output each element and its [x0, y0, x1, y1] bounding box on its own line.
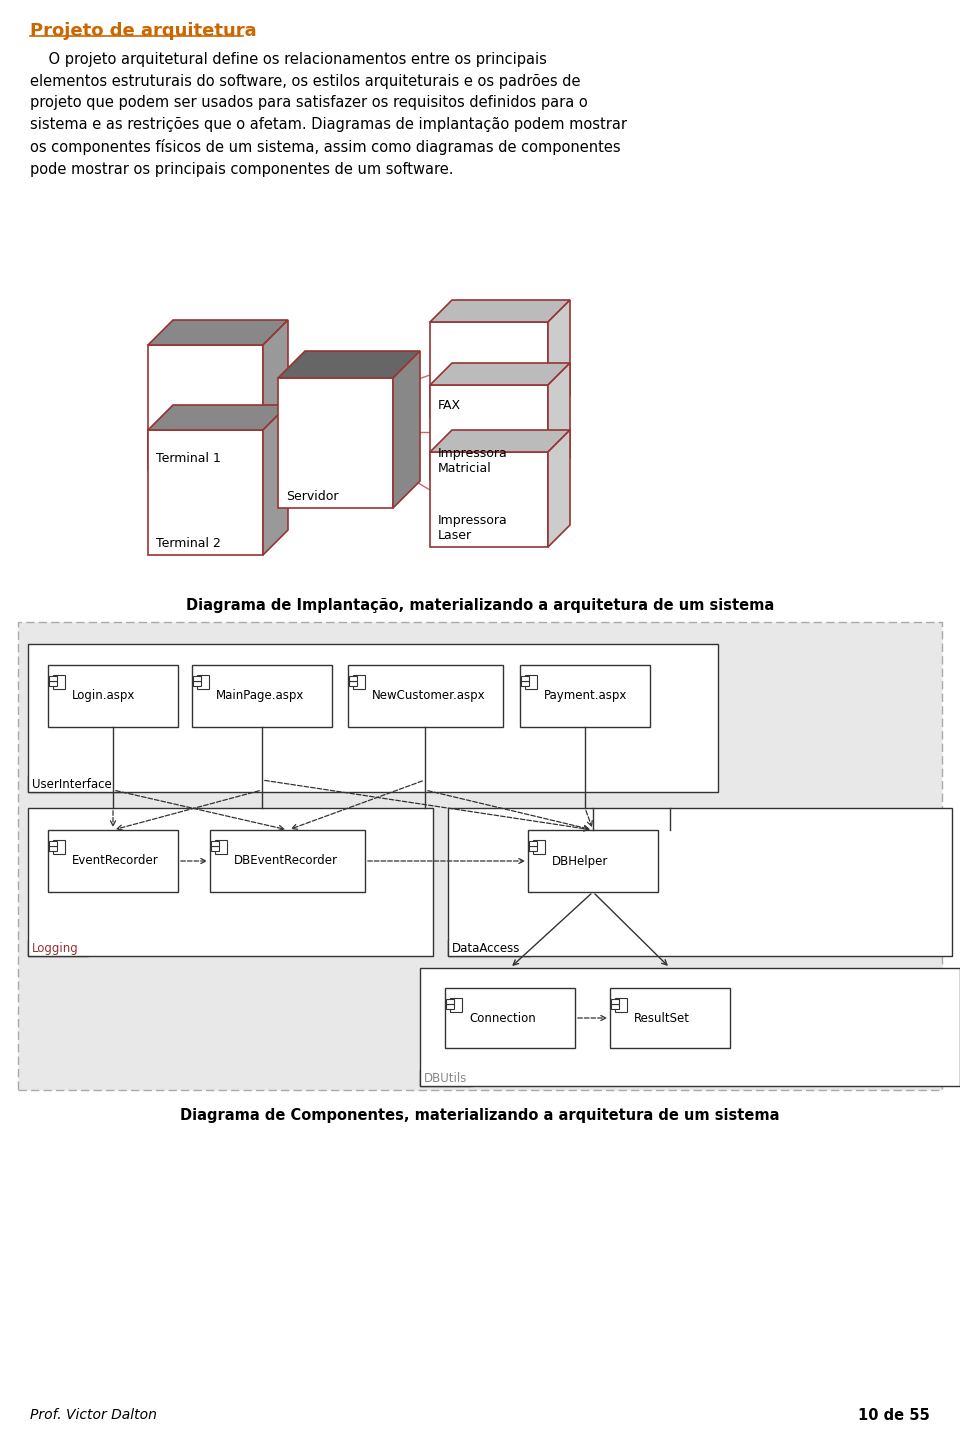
FancyBboxPatch shape — [28, 808, 433, 956]
Polygon shape — [148, 344, 263, 471]
Text: Diagrama de Implantação, materializando a arquitetura de um sistema: Diagrama de Implantação, materializando … — [186, 598, 774, 613]
FancyBboxPatch shape — [49, 841, 57, 847]
FancyBboxPatch shape — [446, 1004, 454, 1009]
Text: Terminal 2: Terminal 2 — [156, 537, 221, 550]
FancyBboxPatch shape — [521, 676, 529, 682]
FancyBboxPatch shape — [48, 664, 178, 728]
FancyBboxPatch shape — [18, 621, 942, 1091]
FancyBboxPatch shape — [446, 999, 454, 1004]
Polygon shape — [548, 430, 570, 547]
Polygon shape — [430, 430, 570, 452]
Text: Connection: Connection — [469, 1012, 536, 1025]
FancyBboxPatch shape — [211, 847, 219, 851]
Polygon shape — [393, 352, 420, 508]
Polygon shape — [278, 352, 420, 377]
Polygon shape — [263, 405, 288, 555]
FancyBboxPatch shape — [49, 682, 57, 686]
Text: ResultSet: ResultSet — [634, 1012, 690, 1025]
Text: Impressora
Laser: Impressora Laser — [438, 514, 508, 542]
Text: DBEventRecorder: DBEventRecorder — [234, 854, 338, 868]
Text: Servidor: Servidor — [286, 489, 339, 504]
Polygon shape — [430, 300, 570, 321]
Polygon shape — [430, 363, 570, 385]
FancyBboxPatch shape — [420, 1071, 472, 1086]
Text: EventRecorder: EventRecorder — [72, 854, 158, 868]
Text: Projeto de arquitetura: Projeto de arquitetura — [30, 22, 256, 40]
Text: DBUtils: DBUtils — [424, 1072, 468, 1085]
FancyBboxPatch shape — [525, 674, 537, 689]
FancyBboxPatch shape — [349, 676, 357, 682]
FancyBboxPatch shape — [450, 997, 462, 1012]
Text: Logging: Logging — [32, 941, 79, 956]
FancyBboxPatch shape — [348, 664, 503, 728]
FancyBboxPatch shape — [533, 839, 545, 854]
FancyBboxPatch shape — [529, 841, 537, 847]
FancyBboxPatch shape — [445, 989, 575, 1048]
FancyBboxPatch shape — [520, 664, 650, 728]
FancyBboxPatch shape — [615, 997, 627, 1012]
FancyBboxPatch shape — [197, 674, 209, 689]
Text: Terminal 1: Terminal 1 — [156, 452, 221, 465]
Text: FAX: FAX — [438, 399, 461, 412]
Text: Payment.aspx: Payment.aspx — [544, 689, 628, 703]
Text: DataAccess: DataAccess — [452, 941, 520, 956]
FancyBboxPatch shape — [53, 839, 65, 854]
Text: 10 de 55: 10 de 55 — [858, 1408, 930, 1424]
FancyBboxPatch shape — [528, 829, 658, 893]
FancyBboxPatch shape — [611, 1004, 619, 1009]
Polygon shape — [148, 405, 288, 430]
FancyBboxPatch shape — [48, 829, 178, 893]
FancyBboxPatch shape — [349, 682, 357, 686]
FancyBboxPatch shape — [28, 776, 133, 792]
Text: MainPage.aspx: MainPage.aspx — [216, 689, 304, 703]
FancyBboxPatch shape — [611, 999, 619, 1004]
FancyBboxPatch shape — [49, 676, 57, 682]
Text: Login.aspx: Login.aspx — [72, 689, 135, 703]
FancyBboxPatch shape — [448, 808, 952, 956]
FancyBboxPatch shape — [448, 940, 530, 956]
FancyBboxPatch shape — [193, 676, 201, 682]
Text: O projeto arquitetural define os relacionamentos entre os principais
elementos e: O projeto arquitetural define os relacio… — [30, 52, 627, 177]
FancyBboxPatch shape — [420, 969, 960, 1086]
FancyBboxPatch shape — [53, 674, 65, 689]
FancyBboxPatch shape — [215, 839, 227, 854]
Text: NewCustomer.aspx: NewCustomer.aspx — [372, 689, 486, 703]
Polygon shape — [430, 385, 548, 479]
FancyBboxPatch shape — [193, 682, 201, 686]
Polygon shape — [430, 452, 548, 547]
Polygon shape — [148, 430, 263, 555]
Text: Diagrama de Componentes, materializando a arquitetura de um sistema: Diagrama de Componentes, materializando … — [180, 1108, 780, 1124]
FancyBboxPatch shape — [28, 940, 88, 956]
FancyBboxPatch shape — [211, 841, 219, 847]
FancyBboxPatch shape — [353, 674, 365, 689]
Text: UserInterface: UserInterface — [32, 778, 111, 791]
FancyBboxPatch shape — [529, 847, 537, 851]
Text: Prof. Victor Dalton: Prof. Victor Dalton — [30, 1408, 156, 1422]
Text: DBHelper: DBHelper — [552, 854, 609, 868]
Polygon shape — [263, 320, 288, 471]
Polygon shape — [548, 363, 570, 479]
FancyBboxPatch shape — [28, 644, 718, 792]
FancyBboxPatch shape — [521, 682, 529, 686]
FancyBboxPatch shape — [49, 847, 57, 851]
Text: Impressora
Matricial: Impressora Matricial — [438, 446, 508, 475]
Polygon shape — [148, 320, 288, 344]
FancyBboxPatch shape — [192, 664, 332, 728]
Polygon shape — [278, 377, 393, 508]
Polygon shape — [548, 300, 570, 418]
FancyBboxPatch shape — [610, 989, 730, 1048]
FancyBboxPatch shape — [210, 829, 365, 893]
Polygon shape — [430, 321, 548, 418]
